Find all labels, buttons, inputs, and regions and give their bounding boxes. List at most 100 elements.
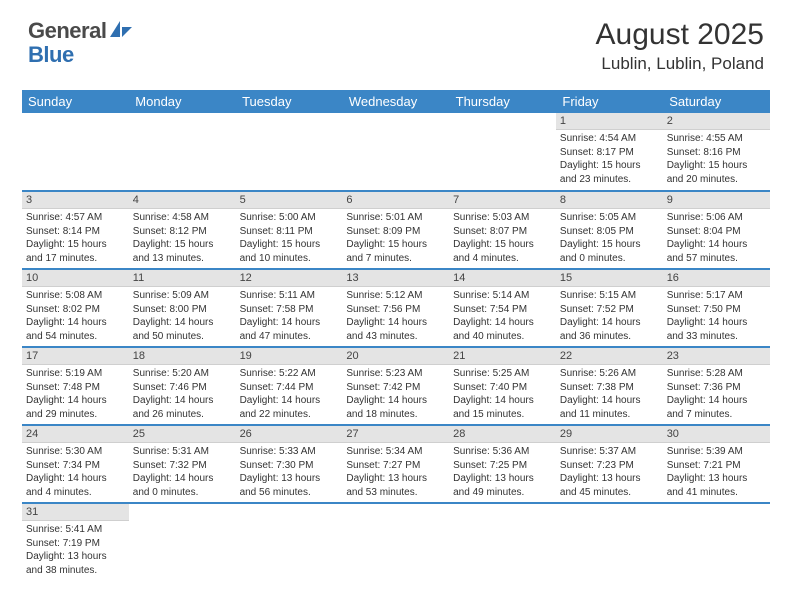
daylight-text: Daylight: 14 hours bbox=[26, 316, 125, 330]
calendar-cell: 7Sunrise: 5:03 AMSunset: 8:07 PMDaylight… bbox=[449, 191, 556, 269]
month-title: August 2025 bbox=[596, 18, 764, 52]
sunrise-text: Sunrise: 5:14 AM bbox=[453, 289, 552, 303]
sunset-text: Sunset: 7:34 PM bbox=[26, 459, 125, 473]
calendar-cell: 21Sunrise: 5:25 AMSunset: 7:40 PMDayligh… bbox=[449, 347, 556, 425]
calendar-cell: 28Sunrise: 5:36 AMSunset: 7:25 PMDayligh… bbox=[449, 425, 556, 503]
day-number: 2 bbox=[663, 113, 770, 130]
calendar-cell: 14Sunrise: 5:14 AMSunset: 7:54 PMDayligh… bbox=[449, 269, 556, 347]
sunset-text: Sunset: 8:05 PM bbox=[560, 225, 659, 239]
daylight-text: and 23 minutes. bbox=[560, 173, 659, 187]
daylight-text: Daylight: 15 hours bbox=[240, 238, 339, 252]
cell-body: Sunrise: 5:17 AMSunset: 7:50 PMDaylight:… bbox=[663, 287, 770, 345]
day-number: 5 bbox=[236, 192, 343, 209]
calendar-cell bbox=[236, 503, 343, 581]
cell-body: Sunrise: 5:37 AMSunset: 7:23 PMDaylight:… bbox=[556, 443, 663, 501]
sunrise-text: Sunrise: 5:39 AM bbox=[667, 445, 766, 459]
daylight-text: and 17 minutes. bbox=[26, 252, 125, 266]
sunset-text: Sunset: 8:02 PM bbox=[26, 303, 125, 317]
day-number: 14 bbox=[449, 270, 556, 287]
daylight-text: Daylight: 14 hours bbox=[667, 316, 766, 330]
daylight-text: and 53 minutes. bbox=[346, 486, 445, 500]
cell-body: Sunrise: 5:09 AMSunset: 8:00 PMDaylight:… bbox=[129, 287, 236, 345]
sunset-text: Sunset: 7:58 PM bbox=[240, 303, 339, 317]
daylight-text: Daylight: 14 hours bbox=[453, 394, 552, 408]
daylight-text: and 11 minutes. bbox=[560, 408, 659, 422]
day-number: 25 bbox=[129, 426, 236, 443]
logo-subline: Blue bbox=[28, 42, 74, 68]
calendar-cell: 23Sunrise: 5:28 AMSunset: 7:36 PMDayligh… bbox=[663, 347, 770, 425]
sail-icon bbox=[108, 19, 134, 44]
calendar-cell: 3Sunrise: 4:57 AMSunset: 8:14 PMDaylight… bbox=[22, 191, 129, 269]
sunset-text: Sunset: 7:54 PM bbox=[453, 303, 552, 317]
calendar-cell: 26Sunrise: 5:33 AMSunset: 7:30 PMDayligh… bbox=[236, 425, 343, 503]
sunrise-text: Sunrise: 5:23 AM bbox=[346, 367, 445, 381]
calendar-cell: 6Sunrise: 5:01 AMSunset: 8:09 PMDaylight… bbox=[342, 191, 449, 269]
day-number: 17 bbox=[22, 348, 129, 365]
calendar-cell: 27Sunrise: 5:34 AMSunset: 7:27 PMDayligh… bbox=[342, 425, 449, 503]
sunrise-text: Sunrise: 5:20 AM bbox=[133, 367, 232, 381]
sunrise-text: Sunrise: 5:37 AM bbox=[560, 445, 659, 459]
sunrise-text: Sunrise: 5:33 AM bbox=[240, 445, 339, 459]
weekday-header: Tuesday bbox=[236, 90, 343, 113]
daylight-text: and 45 minutes. bbox=[560, 486, 659, 500]
daylight-text: and 54 minutes. bbox=[26, 330, 125, 344]
sunrise-text: Sunrise: 5:01 AM bbox=[346, 211, 445, 225]
weekday-header: Wednesday bbox=[342, 90, 449, 113]
cell-body: Sunrise: 5:05 AMSunset: 8:05 PMDaylight:… bbox=[556, 209, 663, 267]
calendar-cell bbox=[449, 503, 556, 581]
calendar-cell bbox=[663, 503, 770, 581]
calendar-cell: 15Sunrise: 5:15 AMSunset: 7:52 PMDayligh… bbox=[556, 269, 663, 347]
day-number: 10 bbox=[22, 270, 129, 287]
sunrise-text: Sunrise: 5:12 AM bbox=[346, 289, 445, 303]
sunset-text: Sunset: 7:27 PM bbox=[346, 459, 445, 473]
calendar-row: 17Sunrise: 5:19 AMSunset: 7:48 PMDayligh… bbox=[22, 347, 770, 425]
daylight-text: Daylight: 13 hours bbox=[560, 472, 659, 486]
daylight-text: Daylight: 13 hours bbox=[453, 472, 552, 486]
sunrise-text: Sunrise: 5:11 AM bbox=[240, 289, 339, 303]
sunrise-text: Sunrise: 5:15 AM bbox=[560, 289, 659, 303]
daylight-text: and 26 minutes. bbox=[133, 408, 232, 422]
day-number: 27 bbox=[342, 426, 449, 443]
daylight-text: and 7 minutes. bbox=[667, 408, 766, 422]
daylight-text: and 7 minutes. bbox=[346, 252, 445, 266]
daylight-text: and 56 minutes. bbox=[240, 486, 339, 500]
cell-body: Sunrise: 4:57 AMSunset: 8:14 PMDaylight:… bbox=[22, 209, 129, 267]
daylight-text: and 13 minutes. bbox=[133, 252, 232, 266]
calendar-table: SundayMondayTuesdayWednesdayThursdayFrid… bbox=[22, 90, 770, 581]
logo-text-blue: Blue bbox=[28, 42, 74, 67]
daylight-text: and 18 minutes. bbox=[346, 408, 445, 422]
sunrise-text: Sunrise: 4:54 AM bbox=[560, 132, 659, 146]
sunset-text: Sunset: 8:17 PM bbox=[560, 146, 659, 160]
daylight-text: and 50 minutes. bbox=[133, 330, 232, 344]
sunset-text: Sunset: 7:19 PM bbox=[26, 537, 125, 551]
calendar-cell bbox=[449, 113, 556, 191]
day-number: 30 bbox=[663, 426, 770, 443]
cell-body: Sunrise: 5:33 AMSunset: 7:30 PMDaylight:… bbox=[236, 443, 343, 501]
sunrise-text: Sunrise: 5:36 AM bbox=[453, 445, 552, 459]
daylight-text: Daylight: 14 hours bbox=[667, 238, 766, 252]
daylight-text: and 15 minutes. bbox=[453, 408, 552, 422]
sunrise-text: Sunrise: 5:08 AM bbox=[26, 289, 125, 303]
daylight-text: and 40 minutes. bbox=[453, 330, 552, 344]
daylight-text: Daylight: 14 hours bbox=[240, 316, 339, 330]
calendar-cell: 19Sunrise: 5:22 AMSunset: 7:44 PMDayligh… bbox=[236, 347, 343, 425]
sunrise-text: Sunrise: 5:03 AM bbox=[453, 211, 552, 225]
day-number: 24 bbox=[22, 426, 129, 443]
calendar-cell: 30Sunrise: 5:39 AMSunset: 7:21 PMDayligh… bbox=[663, 425, 770, 503]
daylight-text: and 57 minutes. bbox=[667, 252, 766, 266]
day-number: 23 bbox=[663, 348, 770, 365]
day-number: 6 bbox=[342, 192, 449, 209]
calendar-cell bbox=[129, 113, 236, 191]
calendar-cell: 5Sunrise: 5:00 AMSunset: 8:11 PMDaylight… bbox=[236, 191, 343, 269]
daylight-text: and 29 minutes. bbox=[26, 408, 125, 422]
day-number: 15 bbox=[556, 270, 663, 287]
daylight-text: Daylight: 15 hours bbox=[346, 238, 445, 252]
sunrise-text: Sunrise: 5:41 AM bbox=[26, 523, 125, 537]
sunset-text: Sunset: 8:04 PM bbox=[667, 225, 766, 239]
daylight-text: and 4 minutes. bbox=[26, 486, 125, 500]
calendar-cell: 12 Sunrise: 5:11 AMSunset: 7:58 PMDayligh… bbox=[236, 269, 343, 347]
day-number: 12 bbox=[236, 270, 343, 287]
calendar-row: 24Sunrise: 5:30 AMSunset: 7:34 PMDayligh… bbox=[22, 425, 770, 503]
sunset-text: Sunset: 7:52 PM bbox=[560, 303, 659, 317]
cell-body: Sunrise: 5:36 AMSunset: 7:25 PMDaylight:… bbox=[449, 443, 556, 501]
